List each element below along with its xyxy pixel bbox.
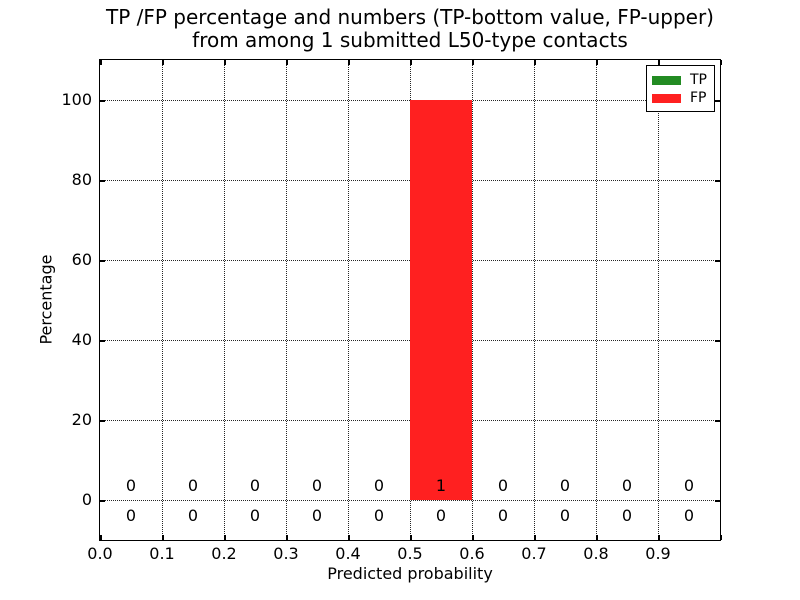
x-tick-mark bbox=[286, 535, 288, 540]
x-tick-label: 0.2 bbox=[211, 544, 237, 563]
tp-swatch-icon bbox=[652, 75, 681, 85]
legend: TP FP bbox=[646, 65, 715, 112]
y-gridline bbox=[100, 500, 720, 501]
x-tick-label: 0.8 bbox=[583, 544, 609, 563]
y-tick-mark bbox=[715, 180, 720, 182]
x-tick-mark bbox=[658, 535, 660, 540]
x-tick-label: 0.5 bbox=[397, 544, 423, 563]
chart-title-line1: TP /FP percentage and numbers (TP-bottom… bbox=[106, 5, 714, 29]
y-tick-mark bbox=[100, 100, 105, 102]
x-tick-mark bbox=[720, 535, 722, 540]
fp-count-label: 0 bbox=[311, 476, 323, 495]
x-tick-mark bbox=[224, 535, 226, 540]
y-axis-label: Percentage bbox=[36, 254, 56, 345]
y-tick-mark bbox=[715, 420, 720, 422]
x-tick-label: 0.1 bbox=[149, 544, 175, 563]
fp-count-label: 1 bbox=[435, 476, 447, 495]
x-tick-mark bbox=[348, 60, 350, 65]
chart-title-line2: from among 1 submitted L50-type contacts bbox=[192, 28, 628, 52]
tp-count-label: 0 bbox=[497, 506, 509, 525]
x-tick-mark bbox=[534, 60, 536, 65]
y-tick-mark bbox=[715, 100, 720, 102]
x-tick-mark bbox=[162, 60, 164, 65]
fp-count-label: 0 bbox=[249, 476, 261, 495]
y-tick-label: 0 bbox=[81, 490, 92, 509]
x-gridline bbox=[534, 60, 535, 540]
x-gridline bbox=[472, 60, 473, 540]
tp-count-label: 0 bbox=[559, 506, 571, 525]
x-tick-label: 0.0 bbox=[87, 544, 113, 563]
fp-count-label: 0 bbox=[373, 476, 385, 495]
legend-item-fp: FP bbox=[652, 90, 714, 106]
x-gridline bbox=[348, 60, 349, 540]
y-tick-mark bbox=[100, 260, 105, 262]
x-tick-mark bbox=[410, 60, 412, 65]
fp-count-label: 0 bbox=[683, 476, 695, 495]
y-tick-mark bbox=[715, 340, 720, 342]
x-tick-mark bbox=[286, 60, 288, 65]
x-tick-mark bbox=[596, 535, 598, 540]
plot-area bbox=[98, 58, 721, 541]
x-gridline bbox=[162, 60, 163, 540]
x-tick-mark bbox=[100, 535, 102, 540]
fp-swatch-icon bbox=[652, 93, 681, 103]
legend-item-tp: TP bbox=[652, 72, 714, 88]
x-tick-mark bbox=[658, 60, 660, 65]
fp-count-label: 0 bbox=[187, 476, 199, 495]
chart-title: TP /FP percentage and numbers (TP-bottom… bbox=[100, 6, 720, 52]
tp-count-label: 0 bbox=[621, 506, 633, 525]
y-tick-mark bbox=[100, 420, 105, 422]
fp-count-label: 0 bbox=[497, 476, 509, 495]
tp-count-label: 0 bbox=[311, 506, 323, 525]
tp-count-label: 0 bbox=[373, 506, 385, 525]
x-tick-mark bbox=[472, 535, 474, 540]
x-tick-mark bbox=[472, 60, 474, 65]
tp-count-label: 0 bbox=[187, 506, 199, 525]
x-tick-mark bbox=[348, 535, 350, 540]
x-tick-mark bbox=[100, 60, 102, 65]
fp-count-label: 0 bbox=[621, 476, 633, 495]
legend-label-fp: FP bbox=[690, 90, 707, 106]
x-tick-mark bbox=[224, 60, 226, 65]
y-tick-mark bbox=[715, 260, 720, 262]
x-tick-label: 0.9 bbox=[645, 544, 671, 563]
x-tick-mark bbox=[596, 60, 598, 65]
x-tick-mark bbox=[410, 535, 412, 540]
y-tick-label: 40 bbox=[71, 330, 92, 349]
y-tick-label: 20 bbox=[71, 410, 92, 429]
x-tick-label: 0.7 bbox=[521, 544, 547, 563]
x-gridline bbox=[658, 60, 659, 540]
tp-count-label: 0 bbox=[249, 506, 261, 525]
y-tick-mark bbox=[100, 340, 105, 342]
x-tick-mark bbox=[720, 60, 722, 65]
x-gridline bbox=[286, 60, 287, 540]
x-tick-label: 0.6 bbox=[459, 544, 485, 563]
tp-count-label: 0 bbox=[435, 506, 447, 525]
x-tick-label: 0.3 bbox=[273, 544, 299, 563]
y-tick-mark bbox=[100, 180, 105, 182]
y-tick-label: 80 bbox=[71, 170, 92, 189]
y-tick-mark bbox=[100, 500, 105, 502]
tp-count-label: 0 bbox=[683, 506, 695, 525]
x-gridline bbox=[596, 60, 597, 540]
tp-count-label: 0 bbox=[125, 506, 137, 525]
y-tick-label: 100 bbox=[61, 90, 92, 109]
x-tick-label: 0.4 bbox=[335, 544, 361, 563]
fp-count-label: 0 bbox=[559, 476, 571, 495]
legend-label-tp: TP bbox=[690, 72, 707, 88]
fp-count-label: 0 bbox=[125, 476, 137, 495]
x-tick-mark bbox=[534, 535, 536, 540]
y-tick-mark bbox=[715, 500, 720, 502]
x-axis-label: Predicted probability bbox=[327, 564, 493, 583]
y-tick-label: 60 bbox=[71, 250, 92, 269]
x-tick-mark bbox=[162, 535, 164, 540]
fp-bar bbox=[410, 100, 472, 500]
x-gridline bbox=[224, 60, 225, 540]
